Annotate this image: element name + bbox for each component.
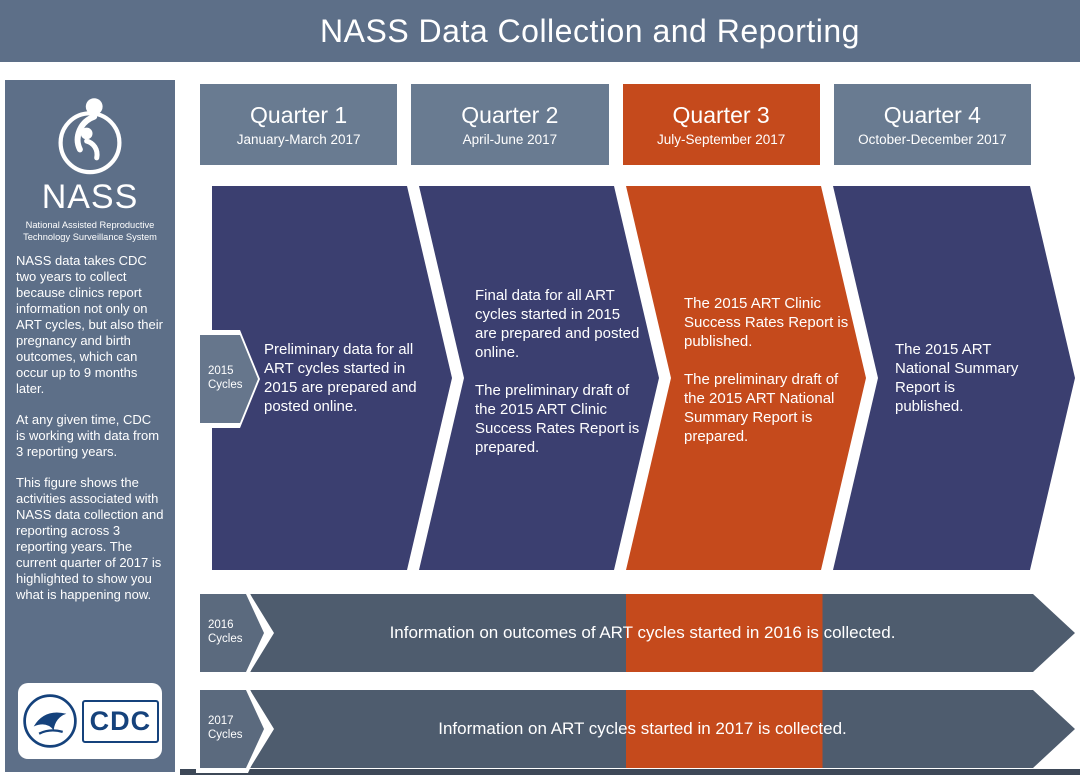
timeline-band-2015: Preliminary data for all ART cycles star… bbox=[200, 186, 1080, 570]
segment-paragraph: The 2015 ART Clinic Success Rates Report… bbox=[684, 295, 849, 351]
sidebar: NASS National Assisted Reproductive Tech… bbox=[5, 80, 175, 772]
sidebar-paragraph: This figure shows the activities associa… bbox=[16, 474, 164, 602]
segment-paragraph: Preliminary data for all ART cycles star… bbox=[264, 340, 417, 416]
bottom-divider bbox=[180, 769, 1080, 775]
page-title: NASS Data Collection and Reporting bbox=[320, 12, 860, 49]
quarter-header-q3-current: Quarter 3 July-September 2017 bbox=[622, 84, 820, 165]
cdc-logo: CDC bbox=[81, 699, 160, 743]
sidebar-description: NASS data takes CDC two years to collect… bbox=[5, 243, 175, 603]
nass-subtitle: National Assisted Reproductive Technolog… bbox=[23, 219, 157, 242]
title-bar: NASS Data Collection and Reporting bbox=[0, 0, 1080, 62]
arrow-2016: Information on outcomes of ART cycles st… bbox=[250, 594, 1075, 672]
quarter-header-q4: Quarter 4 October-December 2017 bbox=[833, 84, 1031, 165]
segment-text: The 2015 ART National Summary Report is … bbox=[895, 340, 1023, 416]
quarter-dates: October-December 2017 bbox=[858, 132, 1007, 147]
quarter-dates: July-September 2017 bbox=[656, 132, 786, 147]
timeline-segment-2015-q2: Final data for all ART cycles started in… bbox=[419, 186, 659, 570]
segment-paragraph: The preliminary draft of the 2015 ART Na… bbox=[684, 371, 839, 446]
quarter-dates: April-June 2017 bbox=[462, 132, 558, 147]
quarter-header-q2: Quarter 2 April-June 2017 bbox=[411, 84, 609, 165]
quarter-header-row: Quarter 1 January-March 2017 Quarter 2 A… bbox=[200, 84, 1031, 165]
quarter-label: Quarter 4 bbox=[883, 102, 981, 128]
mother-baby-logo-icon bbox=[58, 98, 122, 175]
timeline-segment-2015-q4: The 2015 ART National Summary Report is … bbox=[833, 186, 1075, 570]
quarter-label: Quarter 3 bbox=[672, 102, 770, 128]
timeline-band-2017: Information on ART cycles started in 201… bbox=[200, 690, 1080, 768]
segment-text: The 2015 ART Clinic Success Rates Report… bbox=[684, 294, 852, 446]
nass-acronym: NASS bbox=[41, 178, 139, 216]
quarter-label: Quarter 1 bbox=[250, 102, 348, 128]
tab-label: 2016 Cycles bbox=[208, 619, 243, 645]
quarter-header-q1: Quarter 1 January-March 2017 bbox=[200, 84, 398, 165]
tab-label: 2017 Cycles bbox=[208, 715, 243, 741]
segment-text: Preliminary data for all ART cycles star… bbox=[264, 340, 436, 416]
segment-text: Final data for all ART cycles started in… bbox=[475, 286, 645, 457]
arrow-2017: Information on ART cycles started in 201… bbox=[250, 690, 1075, 768]
quarter-dates: January-March 2017 bbox=[236, 132, 361, 147]
timeline-segment-2015-q3-current: The 2015 ART Clinic Success Rates Report… bbox=[626, 186, 866, 570]
segment-paragraph: Final data for all ART cycles started in… bbox=[475, 287, 640, 362]
hhs-seal-icon bbox=[23, 694, 77, 748]
sidebar-paragraph: NASS data takes CDC two years to collect… bbox=[16, 252, 163, 396]
segment-paragraph: The preliminary draft of the 2015 ART Cl… bbox=[475, 382, 640, 457]
quarter-label: Quarter 2 bbox=[461, 102, 559, 128]
agency-logos: CDC bbox=[18, 683, 162, 759]
timeline-band-2016: Information on outcomes of ART cycles st… bbox=[200, 594, 1080, 672]
tab-label: 2015 Cycles bbox=[208, 365, 243, 391]
segment-paragraph: The 2015 ART National Summary Report is … bbox=[895, 340, 1019, 416]
sidebar-paragraph: At any given time, CDC is working with d… bbox=[16, 411, 160, 459]
band-2016-text: Information on outcomes of ART cycles st… bbox=[389, 623, 896, 642]
band-2017-text: Information on ART cycles started in 201… bbox=[438, 719, 847, 738]
